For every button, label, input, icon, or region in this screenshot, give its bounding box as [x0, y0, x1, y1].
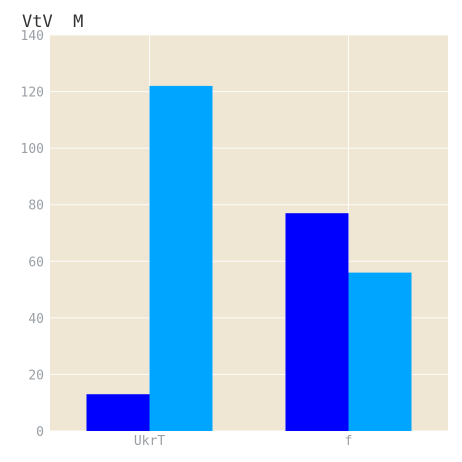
y-tick-label: 140 [21, 29, 44, 44]
bar-series-1-UkrT [86, 394, 150, 431]
y-tick-label: 100 [21, 142, 44, 157]
x-axis-ticks: UkrT f [134, 434, 353, 449]
y-tick-label: 20 [28, 368, 44, 383]
x-tick-label: UkrT [134, 434, 165, 449]
chart-title: VtV M [22, 12, 83, 32]
x-tick-label: f [345, 434, 353, 449]
bar-series-2-f [348, 272, 412, 431]
y-tick-label: 80 [28, 199, 44, 214]
y-tick-label: 40 [28, 312, 44, 327]
y-tick-label: 120 [21, 86, 44, 101]
y-axis-ticks: 0 20 40 60 80 100 120 140 [21, 29, 44, 440]
bar-series-1-f [285, 213, 349, 431]
y-tick-label: 60 [28, 255, 44, 270]
bars-layer [86, 85, 412, 432]
bar-series-2-UkrT [149, 85, 213, 432]
y-tick-label: 0 [36, 425, 44, 440]
